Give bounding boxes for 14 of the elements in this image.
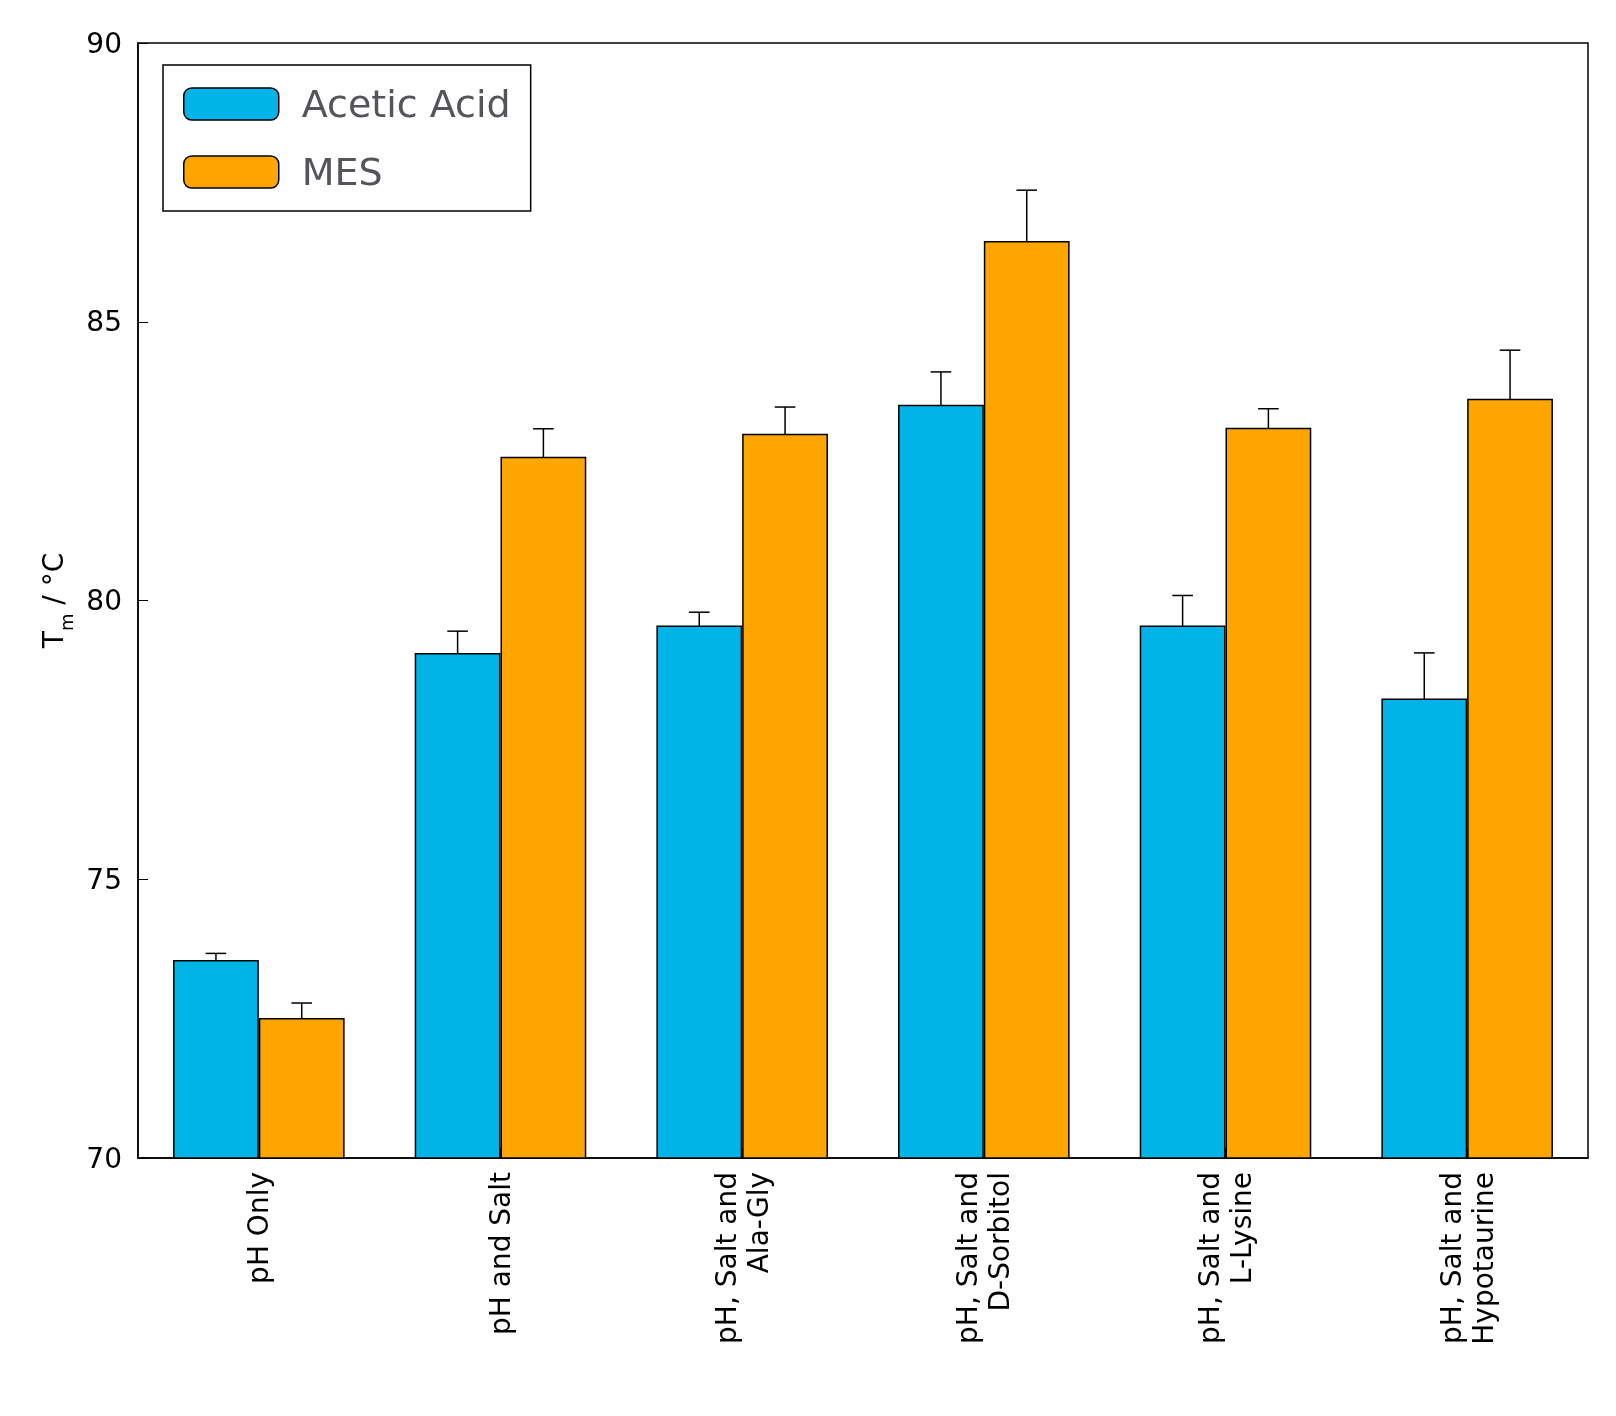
y-tick-label: 85 — [86, 305, 122, 339]
x-tick-label: pH Only — [242, 1172, 276, 1284]
x-tick-label: pH, Salt and D-Sorbitol — [951, 1172, 1017, 1344]
x-tick-label: pH and Salt — [484, 1171, 517, 1335]
y-axis-title: Tm / °C — [36, 552, 77, 650]
x-tick-label: pH, Salt and Ala-Gly — [709, 1172, 775, 1344]
y-tick-label: 70 — [86, 1141, 122, 1175]
legend-label: MES — [301, 150, 383, 194]
y-tick-label: 75 — [86, 862, 122, 896]
y-tick-label: 80 — [86, 584, 122, 617]
y-tick-label: 90 — [86, 26, 122, 60]
x-tick-label: pH, Salt and Hypotaurine — [1434, 1172, 1500, 1345]
legend-label: Acetic Acid — [301, 82, 511, 126]
x-tick-label: pH, Salt and L-Lysine — [1193, 1172, 1258, 1344]
